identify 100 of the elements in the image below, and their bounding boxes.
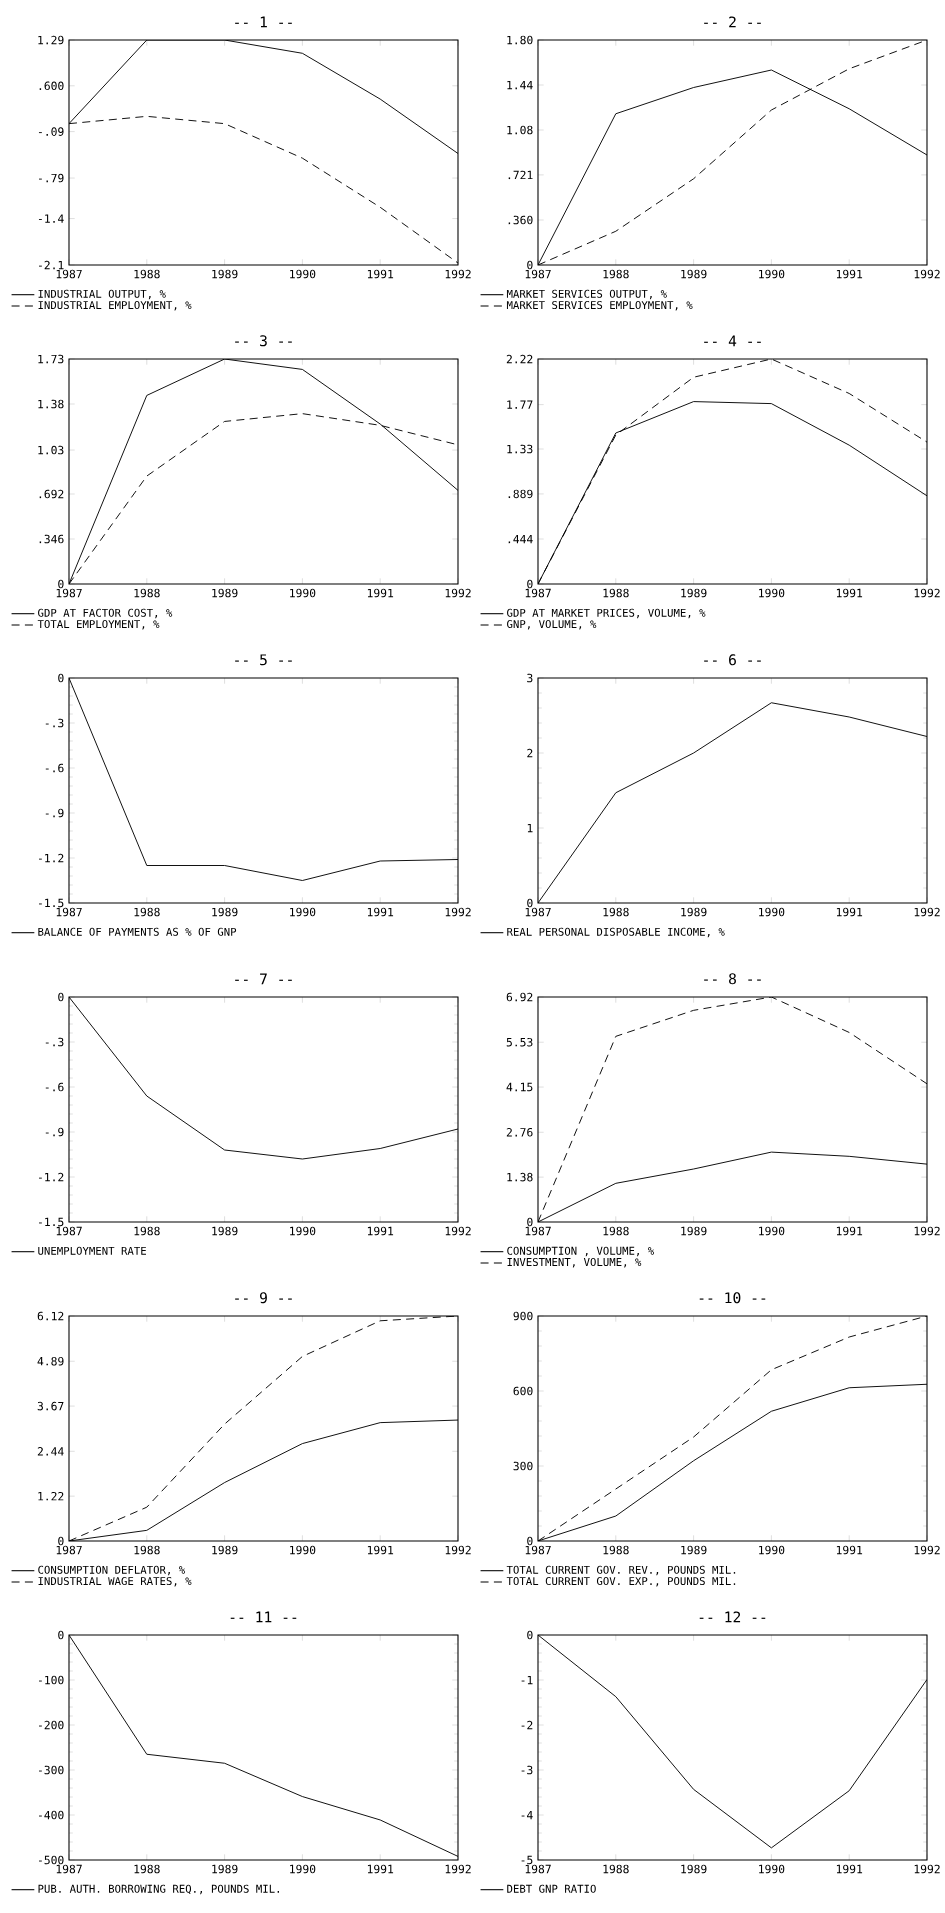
y-tick-label: -200 (38, 1720, 64, 1730)
y-tick-label: -300 (38, 1765, 64, 1775)
y-tick-label: 300 (513, 1461, 533, 1471)
y-tick-label: 1.77 (507, 400, 533, 409)
x-tick-label: 1989 (681, 1864, 707, 1874)
y-tick-label: 1 (527, 823, 533, 833)
legend-label: CONSUMPTION DEFLATOR, % (38, 1565, 186, 1576)
legend-label: UNEMPLOYMENT RATE (38, 1246, 146, 1255)
y-tick-label: 0 (527, 1217, 533, 1227)
legend-label: GNP, VOLUME, % (507, 619, 597, 630)
x-tick-label: 1990 (759, 907, 785, 917)
x-tick-label: 1991 (836, 1864, 863, 1874)
x-tick-label: 1987 (56, 907, 82, 917)
legend-label: TOTAL CURRENT GOV. EXP., POUNDS MIL. (506, 1576, 736, 1587)
y-tick-label: -.9 (45, 1127, 64, 1137)
legend-label: GDP AT FACTOR COST, % (38, 608, 173, 619)
y-tick-label: .692 (39, 489, 64, 499)
x-tick-label: 1987 (56, 269, 82, 279)
x-tick-label: 1988 (134, 907, 160, 917)
x-tick-label: 1990 (290, 269, 316, 279)
legend-label: TOTAL EMPLOYMENT, % (37, 619, 160, 630)
y-tick-label: 4.89 (37, 1356, 64, 1366)
x-tick-label: 1987 (56, 588, 82, 598)
legend-label: GDP AT MARKET PRICES, VOLUME, % (507, 608, 706, 619)
legend-label: INDUSTRIAL WAGE RATES, % (38, 1576, 192, 1587)
y-tick-label: 1.33 (507, 444, 533, 454)
y-tick-label: 1.73 (38, 354, 64, 364)
y-tick-label: 1.29 (38, 35, 64, 45)
x-tick-label: 1988 (603, 907, 629, 917)
x-tick-label: 1991 (836, 588, 863, 598)
x-tick-label: 1992 (445, 269, 471, 279)
y-tick-label: 1.22 (38, 1491, 64, 1501)
y-tick-label: -2 (521, 1720, 533, 1730)
chart-title: -- 11 -- (230, 1611, 297, 1623)
x-tick-label: 1989 (212, 1545, 238, 1555)
y-tick-label: 2 (527, 748, 533, 758)
y-tick-label: 0 (58, 579, 64, 589)
y-tick-label: 6.92 (506, 992, 533, 1002)
x-tick-label: 1990 (290, 1864, 316, 1874)
y-tick-label: 0 (58, 673, 64, 683)
y-tick-label: 2.44 (37, 1447, 64, 1456)
y-tick-label: 2.76 (506, 1127, 533, 1137)
x-tick-label: 1991 (836, 1545, 863, 1555)
chart-title: -- 2 -- (704, 16, 761, 28)
x-tick-label: 1990 (290, 907, 316, 917)
legend-label: MARKET SERVICES EMPLOYMENT, % (506, 300, 693, 311)
legend-label: CONSUMPTION , VOLUME, % (507, 1246, 655, 1257)
chart-title: -- 12 -- (699, 1611, 766, 1623)
y-tick-label: 6.12 (37, 1311, 64, 1321)
y-tick-label: 1.08 (507, 125, 533, 135)
chart-title: -- 10 -- (699, 1292, 766, 1304)
y-tick-label: .600 (39, 81, 64, 91)
x-tick-label: 1988 (603, 269, 629, 279)
y-tick-label: 0 (527, 260, 533, 270)
y-tick-label: -1.2 (38, 1172, 64, 1182)
chart-title: -- 5 -- (235, 654, 292, 666)
y-tick-label: 600 (513, 1386, 533, 1396)
y-tick-label: 4.15 (506, 1082, 533, 1092)
x-tick-label: 1991 (367, 588, 394, 598)
y-tick-label: 900 (513, 1311, 533, 1321)
y-tick-label: .346 (39, 534, 64, 544)
x-tick-label: 1989 (212, 1864, 238, 1874)
x-tick-label: 1989 (681, 1226, 707, 1236)
y-tick-label: -2.1 (38, 260, 64, 270)
legend-label: TOTAL CURRENT GOV. REV., POUNDS MIL. (506, 1565, 736, 1576)
x-tick-label: 1989 (212, 907, 238, 917)
x-tick-label: 1990 (759, 588, 785, 598)
y-tick-label: -1.2 (38, 853, 64, 863)
x-tick-label: 1989 (681, 907, 707, 917)
x-tick-label: 1990 (759, 269, 785, 279)
x-tick-label: 1988 (134, 588, 160, 598)
y-tick-label: -400 (38, 1810, 64, 1820)
x-tick-label: 1989 (681, 1545, 707, 1555)
y-tick-label: -1.4 (38, 214, 64, 223)
y-tick-label: .889 (508, 489, 533, 499)
x-tick-label: 1992 (445, 588, 471, 598)
x-tick-label: 1992 (445, 1545, 471, 1555)
y-tick-label: -5 (521, 1855, 533, 1865)
y-tick-label: -.3 (45, 718, 64, 728)
x-tick-label: 1989 (212, 269, 238, 279)
x-tick-label: 1988 (603, 1864, 629, 1874)
y-tick-label: .444 (508, 534, 533, 544)
y-tick-label: -3 (521, 1765, 533, 1775)
legend-label: INVESTMENT, VOLUME, % (507, 1257, 642, 1268)
x-tick-label: 1991 (367, 1226, 394, 1236)
x-tick-label: 1990 (759, 1864, 785, 1874)
x-tick-label: 1987 (525, 1545, 551, 1555)
x-tick-label: 1990 (290, 1545, 316, 1555)
y-tick-label: 0 (58, 1536, 64, 1546)
x-tick-label: 1988 (134, 1864, 160, 1874)
x-tick-label: 1987 (525, 907, 551, 917)
x-tick-label: 1988 (134, 1226, 160, 1236)
y-tick-label: 1.38 (38, 399, 64, 409)
x-tick-label: 1989 (212, 588, 238, 598)
y-tick-label: -.79 (38, 173, 64, 183)
x-tick-label: 1987 (56, 1226, 82, 1236)
y-tick-label: -1.5 (38, 898, 64, 908)
x-tick-label: 1988 (603, 1545, 629, 1555)
y-tick-label: 0 (58, 992, 64, 1002)
chart-title: -- 6 -- (704, 654, 761, 666)
